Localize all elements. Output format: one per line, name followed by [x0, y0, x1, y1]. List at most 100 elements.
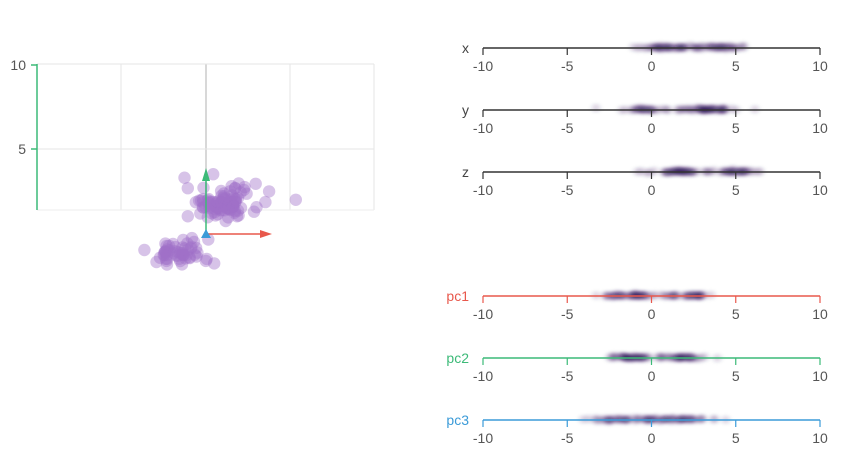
scatter-point — [262, 185, 276, 198]
strip-tick-label: 0 — [648, 306, 656, 322]
scatter-point — [226, 200, 239, 213]
scatter-point — [226, 198, 240, 211]
scatter-point — [166, 237, 180, 251]
scatter-point — [223, 185, 237, 198]
scatter-point — [169, 249, 183, 262]
strip-tick-label: -10 — [473, 306, 493, 322]
strip-point — [718, 104, 727, 114]
scatter-point — [217, 187, 231, 200]
scatter-point — [211, 195, 224, 209]
scatter-point — [227, 200, 240, 213]
scatter-3d-plot[interactable]: 10 5 — [0, 0, 420, 340]
scatter-point — [201, 194, 214, 207]
strip-axis-name: y — [462, 102, 469, 118]
scatter-point — [208, 200, 222, 213]
strip-tick-label: 10 — [812, 306, 828, 322]
strip-y: y-10 -5 0 5 10 — [462, 102, 828, 136]
scatter-point — [209, 203, 222, 216]
scatter-point — [222, 211, 235, 224]
scatter-point — [229, 193, 242, 206]
strip-point — [666, 414, 676, 424]
strip-tick-label: 0 — [648, 182, 656, 198]
strip-point — [640, 104, 650, 113]
scatter-point — [223, 203, 236, 216]
scatter-point — [238, 180, 251, 194]
scatter-point — [190, 250, 203, 263]
strip-tick-label: 5 — [732, 368, 740, 384]
scatter-y-ticks: 10 5 — [10, 57, 37, 157]
scatter-point — [159, 245, 172, 258]
strip-point — [629, 42, 638, 52]
scatter-point — [224, 203, 237, 217]
scatter-point — [228, 204, 242, 218]
pc3-arrow-head — [201, 229, 211, 238]
strip-tick-label: 10 — [812, 58, 828, 74]
scatter-point — [160, 239, 173, 253]
scatter-point — [159, 237, 172, 250]
scatter-point — [176, 246, 189, 260]
strip-point — [737, 166, 746, 176]
scatter-point — [199, 254, 212, 268]
scatter-point — [181, 182, 194, 195]
strip-point — [727, 167, 736, 176]
scatter-point — [158, 246, 171, 259]
strip-tick-label: 5 — [732, 182, 740, 198]
scatter-point — [191, 246, 204, 259]
scatter-point — [208, 257, 221, 270]
scatter-point — [159, 252, 172, 265]
scatter-point — [173, 252, 186, 265]
scatter-point — [183, 251, 196, 265]
scatter-point — [174, 246, 187, 260]
strip-x: x-10 -5 0 5 10 — [462, 40, 828, 74]
strip-point — [711, 104, 720, 114]
scatter-point — [160, 254, 173, 268]
scatter-point — [184, 242, 198, 255]
scatter-point — [219, 192, 232, 205]
scatter-point — [214, 196, 227, 210]
scatter-point — [234, 201, 248, 215]
scatter-point — [158, 248, 171, 262]
scatter-point — [227, 191, 241, 205]
scatter-point — [231, 191, 245, 205]
scatter-point — [188, 248, 201, 261]
scatter-point — [167, 247, 181, 260]
scatter-point — [229, 195, 242, 208]
scatter-point — [222, 195, 236, 209]
scatter-point — [160, 249, 173, 262]
scatter-point — [214, 204, 227, 217]
scatter-point — [175, 258, 189, 271]
scatter-point — [178, 171, 191, 184]
scatter-point — [207, 168, 220, 181]
scatter-point — [222, 202, 235, 216]
strip-tick-label: -5 — [561, 58, 574, 74]
scatter-point — [204, 199, 218, 212]
strip-point — [687, 290, 697, 300]
scatter-point — [157, 248, 170, 262]
scatter-point — [218, 190, 231, 203]
scatter-point — [213, 202, 226, 215]
scatter-point — [249, 177, 262, 190]
scatter-point — [217, 193, 230, 206]
scatter-point — [211, 208, 224, 221]
strip-tick-label: 0 — [648, 430, 656, 446]
scatter-point — [160, 252, 174, 266]
strip-tick-label: 10 — [812, 368, 828, 384]
strip-pc3: pc3-10 -5 0 5 10 — [446, 412, 828, 446]
strip-point — [612, 352, 621, 362]
strip-point — [673, 166, 682, 175]
strip-tick-label: 5 — [732, 430, 740, 446]
strip-point — [687, 104, 696, 114]
scatter-point — [237, 183, 251, 197]
scatter-point — [179, 252, 192, 265]
strip-tick-label: -10 — [473, 368, 493, 384]
strip-pc2: pc2-10 -5 0 5 10 — [446, 350, 828, 384]
strip-z: z-10 -5 0 5 10 — [462, 164, 828, 198]
strip-tick-label: -5 — [561, 306, 574, 322]
strip-point — [710, 414, 719, 424]
scatter-point — [181, 243, 195, 256]
scatter-points — [138, 168, 302, 271]
scatter-point — [211, 197, 224, 210]
strip-tick-label: 0 — [648, 58, 656, 74]
strip-point — [680, 166, 690, 176]
